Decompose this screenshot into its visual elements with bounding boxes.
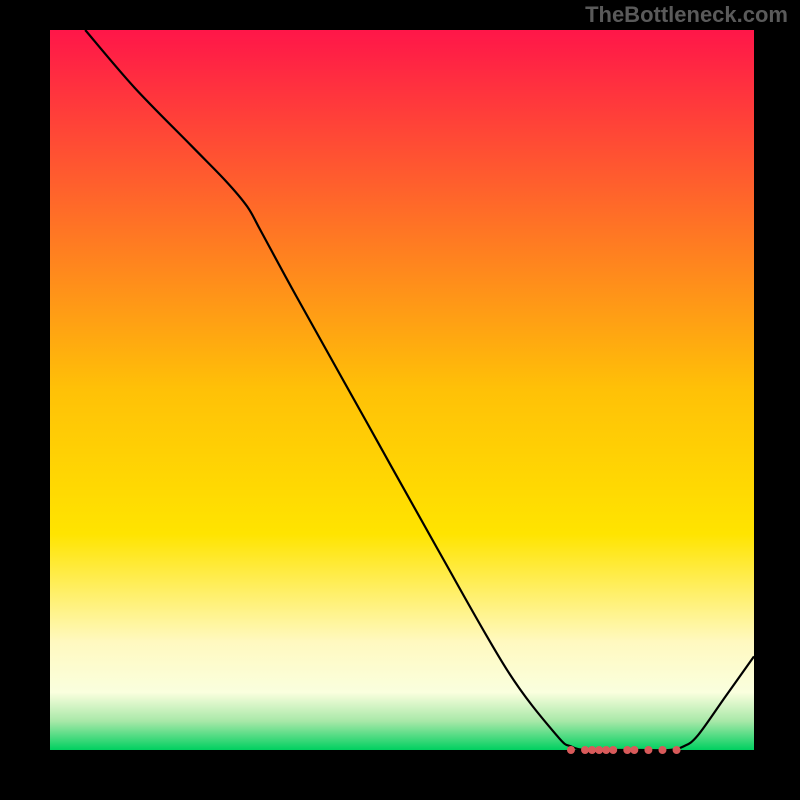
marker-dot [658, 746, 666, 754]
chart-root: TheBottleneck.com [0, 0, 800, 800]
marker-dot [644, 746, 652, 754]
marker-dot [602, 746, 610, 754]
plot-overlay [50, 30, 754, 750]
plot-area [50, 30, 754, 750]
marker-dot [623, 746, 631, 754]
marker-dot [673, 746, 681, 754]
marker-dot [588, 746, 596, 754]
marker-group [567, 746, 681, 754]
marker-dot [567, 746, 575, 754]
watermark-text: TheBottleneck.com [585, 2, 788, 28]
bottleneck-curve [85, 30, 754, 750]
marker-dot [609, 746, 617, 754]
marker-dot [595, 746, 603, 754]
marker-dot [581, 746, 589, 754]
marker-dot [630, 746, 638, 754]
